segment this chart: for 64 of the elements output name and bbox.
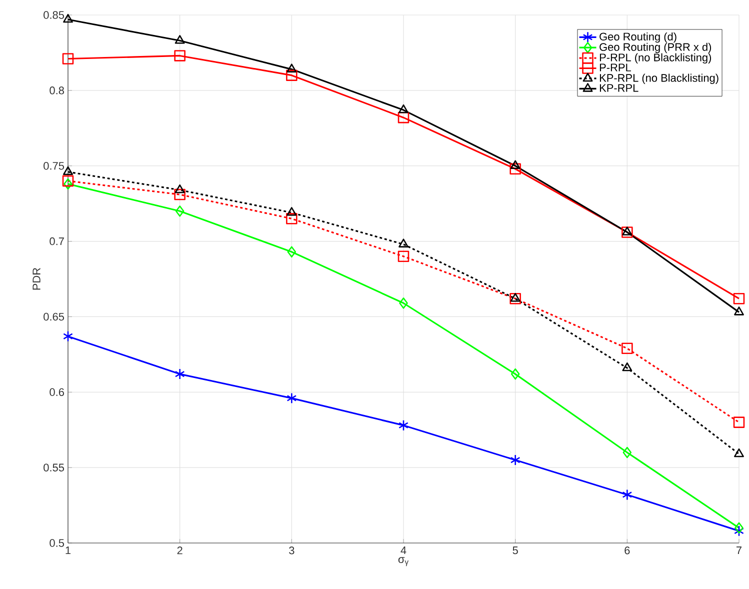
legend-label: KP-RPL (no Blacklisting)	[600, 74, 718, 84]
point	[286, 64, 297, 72]
point	[734, 448, 744, 458]
legend-label: P-RPL (no Blacklisting)	[600, 53, 712, 64]
point	[174, 188, 186, 200]
point	[622, 342, 633, 354]
point	[734, 522, 744, 534]
legend-label: P-RPL	[600, 64, 631, 72]
point	[510, 160, 520, 169]
point	[174, 35, 185, 44]
point	[622, 489, 632, 500]
point	[64, 178, 72, 190]
y-tick-label: 0.55	[44, 464, 64, 472]
point	[63, 14, 73, 23]
point	[175, 205, 184, 217]
point	[510, 163, 521, 174]
point	[399, 298, 408, 309]
point	[286, 213, 298, 224]
point	[510, 368, 520, 380]
point	[733, 416, 745, 428]
legend-label: KP-RPL	[600, 84, 638, 92]
point	[286, 206, 297, 216]
x-tick-label: 2	[177, 546, 182, 554]
point	[733, 292, 745, 304]
point	[622, 226, 633, 238]
y-tick-label: 0.85	[44, 11, 64, 19]
y-tick-label: 0.65	[44, 312, 64, 321]
x-tick-label: 1	[66, 546, 71, 554]
y-axis-title: PDR	[32, 268, 40, 290]
point	[174, 50, 186, 62]
point	[63, 166, 73, 176]
y-tick-label: 0.6	[50, 388, 64, 396]
x-tick-label: 5	[512, 546, 518, 554]
x-tick-label: 3	[289, 546, 294, 554]
point	[398, 238, 408, 248]
y-tick-label: 0.8	[50, 86, 64, 94]
x-axis-title: σ$_{γ}$	[398, 557, 409, 566]
point	[398, 250, 410, 262]
point	[734, 525, 744, 537]
x-tick-label: 7	[736, 546, 742, 554]
x-tick-label: 4	[400, 546, 406, 554]
point	[622, 446, 632, 458]
point	[174, 184, 185, 194]
point	[622, 226, 632, 236]
point	[62, 175, 74, 187]
point	[174, 368, 185, 380]
legend-label: Geo Routing (d)	[600, 32, 676, 43]
y-tick-label: 0.5	[50, 539, 64, 547]
point	[63, 330, 73, 342]
point	[398, 104, 408, 114]
point	[62, 53, 74, 64]
point	[510, 292, 520, 302]
point	[510, 292, 521, 304]
point	[398, 420, 408, 431]
point	[622, 362, 632, 372]
y-tick-label: 0.7	[50, 237, 64, 246]
x-tick-label: 6	[624, 546, 630, 554]
legend-label: Geo Routing (PRR x d)	[600, 42, 712, 54]
point	[510, 454, 520, 466]
point	[734, 306, 744, 316]
point	[287, 246, 296, 258]
point	[286, 70, 298, 81]
point	[286, 392, 297, 404]
y-tick-label: 0.75	[44, 162, 64, 170]
